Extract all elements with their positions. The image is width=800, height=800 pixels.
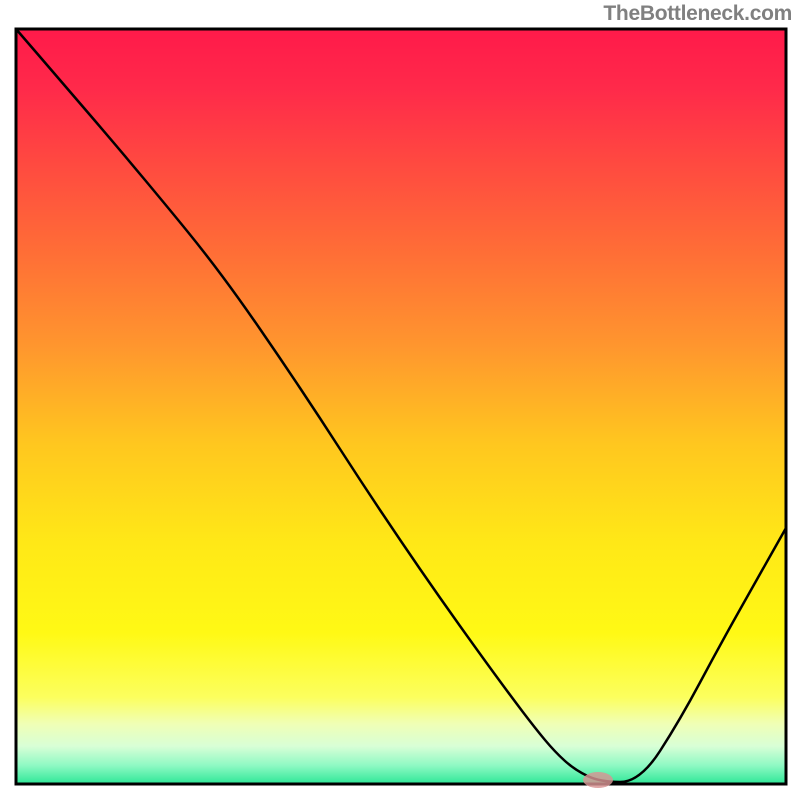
chart-svg [0,0,800,800]
chart-container: TheBottleneck.com [0,0,800,800]
plot-background [16,29,786,784]
watermark-label: TheBottleneck.com [603,2,792,26]
minimum-marker [583,772,613,788]
